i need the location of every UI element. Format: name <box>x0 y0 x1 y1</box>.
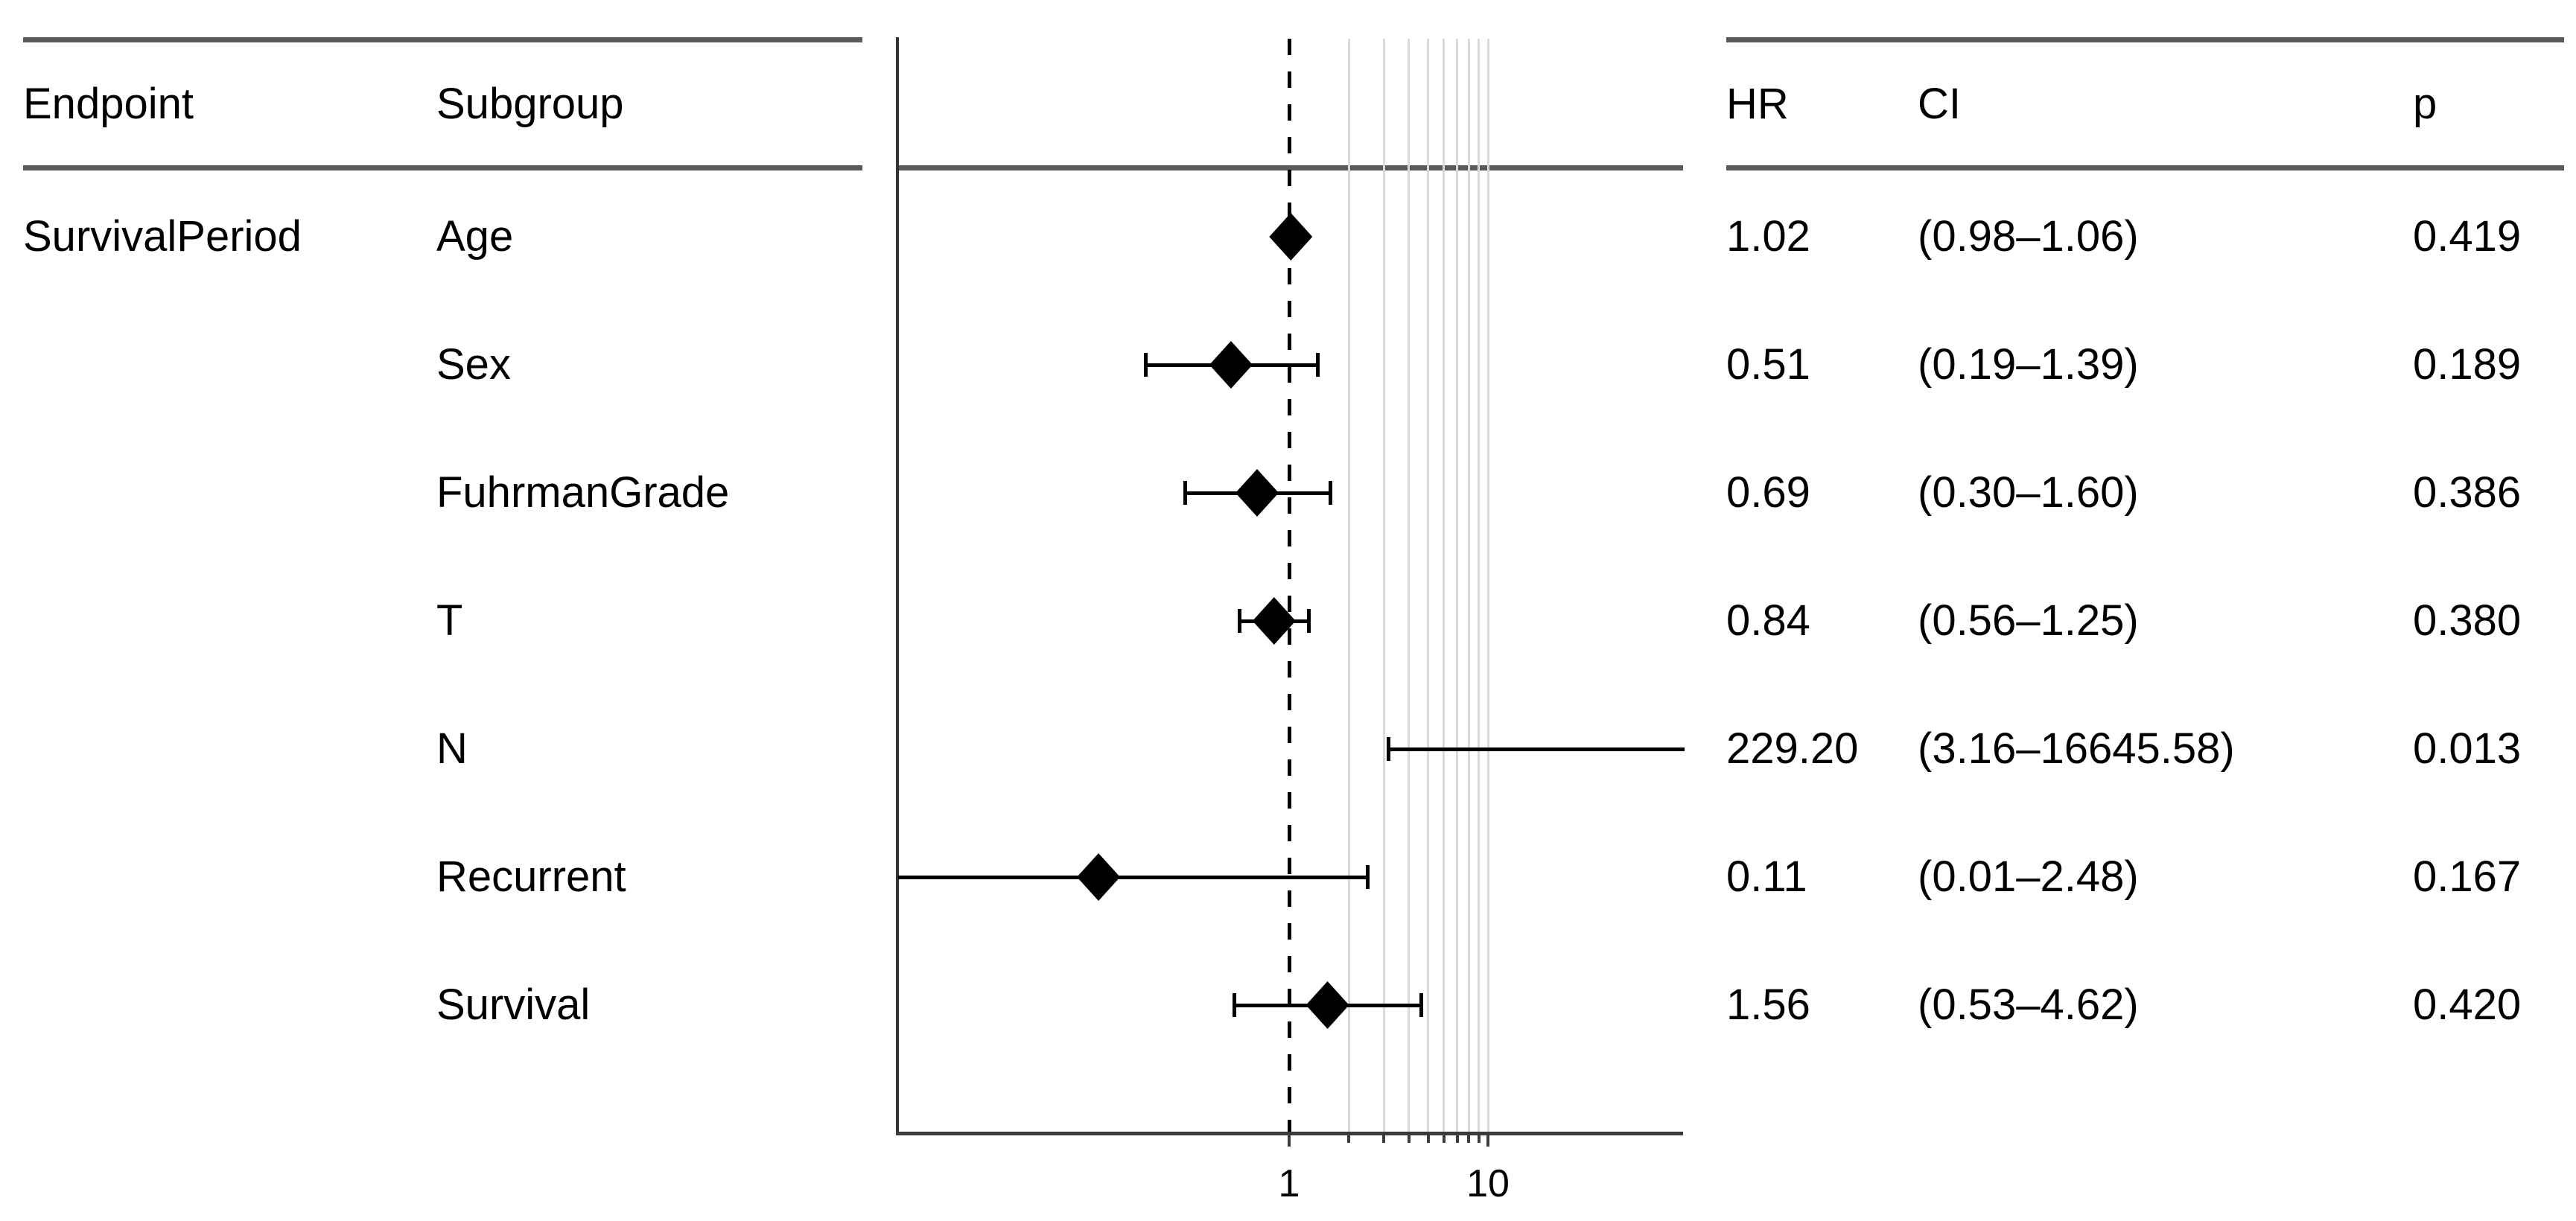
x-axis-tick-label: 10 <box>1466 1162 1510 1205</box>
subgroup-label: T <box>436 596 463 645</box>
minor-gridline <box>1478 39 1481 1132</box>
hr-value: 0.69 <box>1726 468 1810 517</box>
minor-tick <box>1347 1135 1351 1143</box>
subgroup-label: Age <box>436 212 514 261</box>
minor-gridline <box>1443 39 1446 1132</box>
ci-cap-left <box>1233 993 1237 1017</box>
minor-tick <box>1486 1135 1489 1143</box>
major-tick <box>1288 1135 1291 1147</box>
ci-cap-right <box>1306 609 1311 633</box>
hr-point-diamond <box>1306 981 1349 1029</box>
subgroup-label: N <box>436 724 468 773</box>
hr-value: 229.20 <box>1726 724 1859 773</box>
ci-value: (0.19–1.39) <box>1918 340 2139 389</box>
ci-cap-left <box>1183 481 1188 505</box>
plot-left-spine <box>896 37 899 1135</box>
left-table-top-rule <box>23 37 862 42</box>
minor-gridline <box>1486 39 1489 1132</box>
hr-value: 0.11 <box>1726 852 1807 901</box>
subgroup-label: Recurrent <box>436 852 626 901</box>
ci-cap-left <box>1237 609 1241 633</box>
minor-gridline <box>1427 39 1430 1132</box>
hr-value: 1.56 <box>1726 981 1810 1029</box>
ci-cap-right <box>1366 865 1370 889</box>
minor-tick <box>1382 1135 1386 1143</box>
subgroup-label: FuhrmanGrade <box>436 468 730 517</box>
ci-value: (0.30–1.60) <box>1918 468 2139 517</box>
endpoint-value: SurvivalPeriod <box>23 212 302 261</box>
p-value: 0.380 <box>2413 596 2522 645</box>
minor-gridline <box>1347 39 1350 1132</box>
ci-cap-left <box>1387 737 1391 761</box>
hr-point-diamond <box>1209 341 1253 389</box>
subgroup-label: Survival <box>436 981 591 1029</box>
ci-cap-right <box>1316 353 1320 377</box>
p-value: 0.013 <box>2413 724 2522 773</box>
endpoint-column-header: Endpoint <box>23 80 194 128</box>
minor-gridline <box>1467 39 1470 1132</box>
x-axis-line <box>896 1132 1683 1135</box>
minor-tick <box>1467 1135 1471 1143</box>
minor-tick <box>1426 1135 1430 1143</box>
ci-whisker <box>1388 747 1685 751</box>
ci-cap-right <box>1419 993 1424 1017</box>
p-value: 0.189 <box>2413 340 2522 389</box>
subgroup-label: Sex <box>436 340 511 389</box>
reference-line <box>1287 39 1291 1132</box>
p-value: 0.167 <box>2413 852 2522 901</box>
ci-whisker <box>898 876 1368 879</box>
hr-value: 1.02 <box>1726 212 1810 261</box>
hr-value: 0.51 <box>1726 340 1810 389</box>
hr-point-diamond <box>1235 469 1279 517</box>
hr-point-diamond <box>1269 213 1313 261</box>
p-value: 0.420 <box>2413 981 2522 1029</box>
left-table-header-separator-rule <box>23 165 862 170</box>
right-table-header-separator-rule <box>1726 165 2564 170</box>
ci-cap-right <box>1328 481 1332 505</box>
minor-gridline <box>1456 39 1459 1132</box>
hr-value: 0.84 <box>1726 596 1810 645</box>
ci-value: (3.16–16645.58) <box>1918 724 2235 773</box>
hr-point-diamond <box>1077 853 1121 901</box>
minor-tick <box>1442 1135 1446 1143</box>
minor-gridline <box>1382 39 1385 1132</box>
minor-tick <box>1477 1135 1481 1143</box>
minor-tick <box>1455 1135 1459 1143</box>
x-axis-tick-label: 1 <box>1278 1162 1300 1205</box>
minor-tick <box>1407 1135 1411 1143</box>
subgroup-column-header: Subgroup <box>436 80 624 128</box>
ci-column-header: CI <box>1918 80 1961 128</box>
ci-value: (0.56–1.25) <box>1918 596 2139 645</box>
ci-value: (0.01–2.48) <box>1918 852 2139 901</box>
ci-value: (0.53–4.62) <box>1918 981 2139 1029</box>
minor-gridline <box>1408 39 1411 1132</box>
p-value: 0.386 <box>2413 468 2522 517</box>
p-column-header: p <box>2413 80 2437 128</box>
right-table-top-rule <box>1726 37 2564 42</box>
ci-cap-left <box>1144 353 1148 377</box>
p-value: 0.419 <box>2413 212 2522 261</box>
ci-value: (0.98–1.06) <box>1918 212 2139 261</box>
hr-column-header: HR <box>1726 80 1789 128</box>
